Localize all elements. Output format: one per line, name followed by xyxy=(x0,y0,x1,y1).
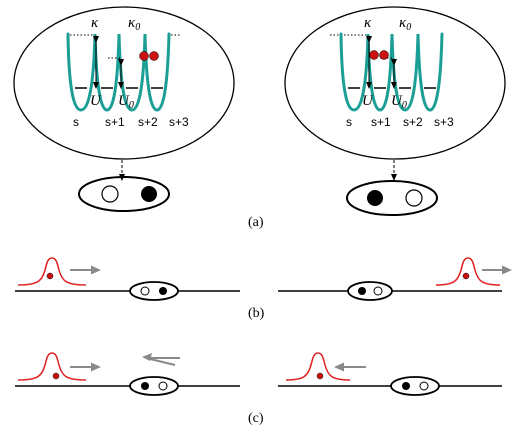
reflection-arrow-icon xyxy=(145,357,180,366)
U-label: U xyxy=(362,93,374,109)
qubit-oval xyxy=(129,376,179,396)
qubit-oval xyxy=(347,281,393,301)
U0-label: U0 xyxy=(118,93,134,111)
panel-c-left xyxy=(15,352,240,396)
site-label: s+1 xyxy=(105,115,125,129)
site-label: s+1 xyxy=(371,115,391,129)
filled-dot xyxy=(358,287,366,295)
site-label: s xyxy=(73,115,79,129)
site-label: s xyxy=(346,115,352,129)
lattice-oval xyxy=(284,6,506,160)
empty-dot xyxy=(140,286,150,296)
particle xyxy=(149,51,159,61)
qubit-oval xyxy=(346,180,438,216)
filled-dot xyxy=(402,382,410,390)
particle xyxy=(369,50,379,60)
reflection-arrowhead xyxy=(142,353,152,361)
photon-dot xyxy=(52,372,60,380)
panel-b-right xyxy=(278,257,512,301)
site-label: s+3 xyxy=(169,115,189,129)
kappa0-label: κ0 xyxy=(128,15,140,33)
particle xyxy=(379,50,389,60)
qubit-oval xyxy=(390,376,440,396)
caption-a: (a) xyxy=(248,215,264,230)
qubit-left xyxy=(78,176,170,212)
qubit-right xyxy=(346,180,438,216)
empty-dot xyxy=(158,381,168,391)
photon-dot xyxy=(316,372,324,380)
site-label: s+2 xyxy=(403,115,423,129)
kappa-label: κ xyxy=(364,15,372,31)
filled-dot xyxy=(141,186,157,202)
lattice-oval xyxy=(13,6,235,160)
wavepacket xyxy=(285,352,351,381)
qubit-oval xyxy=(78,176,170,212)
potential-wells xyxy=(339,32,444,112)
particle xyxy=(139,51,149,61)
empty-dot xyxy=(101,185,119,203)
caption-c: (c) xyxy=(248,411,264,426)
U-label: U xyxy=(90,93,102,109)
empty-dot xyxy=(405,189,423,207)
qubit-oval xyxy=(129,281,179,301)
panel-a-left: κ κ0 U U0 s s+1 s+2 s+3 xyxy=(13,6,235,160)
panel-a-right: κ κ0 U U0 s s+1 s+2 s+3 xyxy=(284,6,506,160)
kappa0-label: κ0 xyxy=(399,15,411,33)
photon-dot xyxy=(462,272,470,280)
panel-c-right xyxy=(278,352,502,396)
empty-dot xyxy=(373,286,383,296)
wavepacket xyxy=(17,257,87,286)
U0-label: U0 xyxy=(391,93,407,111)
panel-b-left xyxy=(15,257,240,301)
wavepacket xyxy=(17,352,87,381)
potential-wells xyxy=(66,32,171,112)
photon-dot xyxy=(46,272,54,280)
empty-dot xyxy=(419,381,429,391)
filled-dot xyxy=(367,190,383,206)
site-label: s+3 xyxy=(434,115,454,129)
filled-dot xyxy=(159,287,167,295)
caption-b: (b) xyxy=(248,306,265,321)
filled-dot xyxy=(141,382,149,390)
wavepacket xyxy=(435,257,501,286)
site-label: s+2 xyxy=(138,115,158,129)
kappa-label: κ xyxy=(91,15,99,31)
